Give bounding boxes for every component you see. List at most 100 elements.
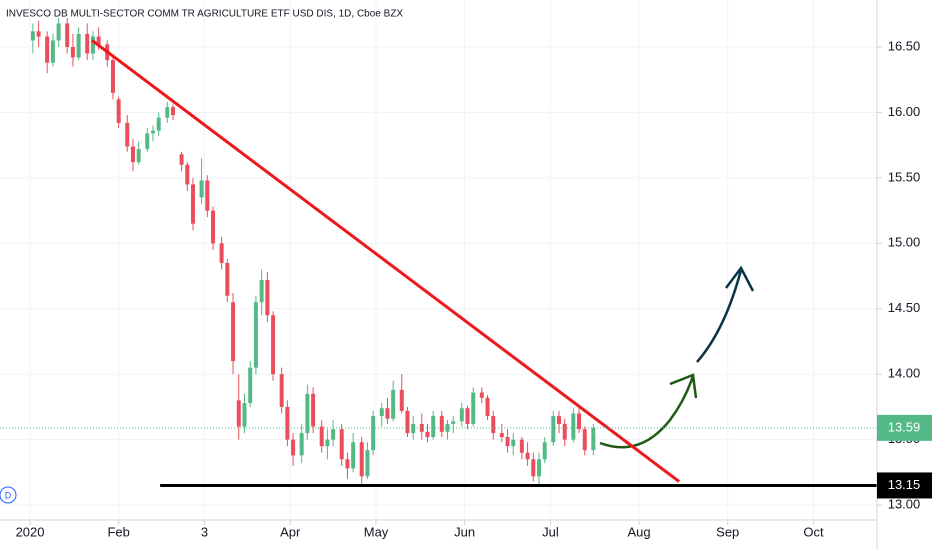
x-tick-label: Sep bbox=[716, 524, 739, 539]
x-tick-label: Jun bbox=[454, 524, 475, 539]
logo-letter: D bbox=[5, 490, 12, 500]
x-tick-label: Jul bbox=[542, 524, 559, 539]
candle-body bbox=[371, 416, 376, 451]
candle-body bbox=[145, 133, 150, 150]
candle-body bbox=[305, 393, 310, 434]
candle-body bbox=[325, 439, 330, 447]
candle-body bbox=[339, 429, 344, 460]
candle-body bbox=[419, 423, 424, 432]
candle-body bbox=[116, 99, 121, 123]
candle-body bbox=[179, 154, 184, 165]
axes: 13.0013.5014.0014.5015.0015.5016.0016.50… bbox=[16, 38, 932, 539]
candle-body bbox=[311, 393, 316, 427]
x-tick-label: May bbox=[364, 524, 389, 539]
candle-body bbox=[351, 442, 356, 469]
x-tick-label: Aug bbox=[628, 524, 651, 539]
candle-body bbox=[499, 433, 504, 438]
arrow-curve bbox=[599, 375, 695, 449]
candle-body bbox=[551, 416, 556, 443]
candle-body bbox=[76, 33, 81, 58]
candle-body bbox=[185, 164, 190, 185]
candle-body bbox=[319, 426, 324, 447]
candle-body bbox=[385, 408, 390, 419]
y-tick-label: 15.50 bbox=[888, 169, 921, 184]
candle-body bbox=[582, 429, 587, 451]
candle-body bbox=[537, 459, 542, 477]
candle-body bbox=[265, 279, 270, 316]
candle-body bbox=[90, 36, 95, 54]
candle-body bbox=[253, 302, 258, 368]
candle-body bbox=[50, 40, 55, 63]
candle-body bbox=[191, 184, 196, 224]
candle-body bbox=[211, 210, 216, 244]
candle-body bbox=[411, 423, 416, 434]
candle-body bbox=[279, 374, 284, 407]
candle-body bbox=[150, 130, 155, 134]
candle-body bbox=[205, 180, 210, 211]
candle-body bbox=[248, 367, 253, 403]
y-tick-label: 14.00 bbox=[888, 366, 921, 381]
candle-body bbox=[156, 117, 161, 131]
logo-icon bbox=[0, 486, 17, 504]
y-tick-label: 14.50 bbox=[888, 300, 921, 315]
candle-body bbox=[491, 416, 496, 434]
candle-body bbox=[170, 107, 175, 116]
y-tick-label: 16.00 bbox=[888, 104, 921, 119]
candle-body bbox=[299, 433, 304, 456]
candle-body bbox=[225, 262, 230, 296]
candle-body bbox=[525, 452, 530, 460]
candle-body bbox=[505, 437, 510, 447]
candle-body bbox=[125, 122, 130, 147]
candle-body bbox=[511, 439, 516, 447]
candle-body bbox=[96, 36, 101, 45]
candle-body bbox=[231, 302, 236, 362]
candle-body bbox=[70, 46, 75, 58]
y-tick-label: 15.00 bbox=[888, 235, 921, 250]
candle-body bbox=[425, 431, 430, 438]
candle-body bbox=[562, 423, 567, 440]
candle-body bbox=[291, 439, 296, 456]
candle-body bbox=[379, 408, 384, 417]
y-tick-label: 16.50 bbox=[888, 38, 921, 53]
trendline bbox=[91, 39, 681, 483]
candle-body bbox=[557, 416, 562, 424]
candle-body bbox=[365, 450, 370, 477]
chart-title: INVESCO DB MULTI-SECTOR COMM TR AGRICULT… bbox=[6, 9, 403, 20]
arrow-curve bbox=[696, 269, 743, 363]
candle-body bbox=[542, 442, 547, 460]
candles bbox=[30, 18, 596, 486]
candle-body bbox=[331, 429, 336, 440]
candle-body bbox=[242, 402, 247, 427]
candle-body bbox=[45, 36, 50, 63]
candle-body bbox=[571, 413, 576, 440]
x-tick-label: Feb bbox=[107, 524, 129, 539]
candle-body bbox=[136, 149, 141, 163]
support-box bbox=[877, 472, 932, 499]
candle-body bbox=[465, 408, 470, 424]
candle-body bbox=[391, 389, 396, 419]
candle-body bbox=[85, 33, 90, 54]
candle-body bbox=[285, 406, 290, 440]
drawings bbox=[0, 39, 877, 487]
candle-body bbox=[219, 243, 224, 263]
candle-body bbox=[359, 442, 364, 477]
candle-body bbox=[130, 146, 135, 163]
candle-body bbox=[165, 107, 170, 118]
candle-body bbox=[577, 413, 582, 430]
candle-body bbox=[531, 459, 536, 477]
last-price-box bbox=[877, 414, 932, 441]
candle-body bbox=[199, 180, 204, 198]
candle-body bbox=[399, 389, 404, 411]
candle-body bbox=[471, 392, 476, 424]
support-label: 13.15 bbox=[888, 477, 921, 492]
candle-body bbox=[431, 416, 436, 438]
candle-body bbox=[30, 31, 35, 41]
arrow-head bbox=[725, 265, 755, 292]
candle-body bbox=[439, 416, 444, 432]
candle-body bbox=[259, 279, 264, 303]
candle-body bbox=[65, 23, 70, 47]
candle-body bbox=[110, 60, 115, 93]
arrow-head bbox=[669, 373, 698, 399]
candle-body bbox=[479, 392, 484, 398]
